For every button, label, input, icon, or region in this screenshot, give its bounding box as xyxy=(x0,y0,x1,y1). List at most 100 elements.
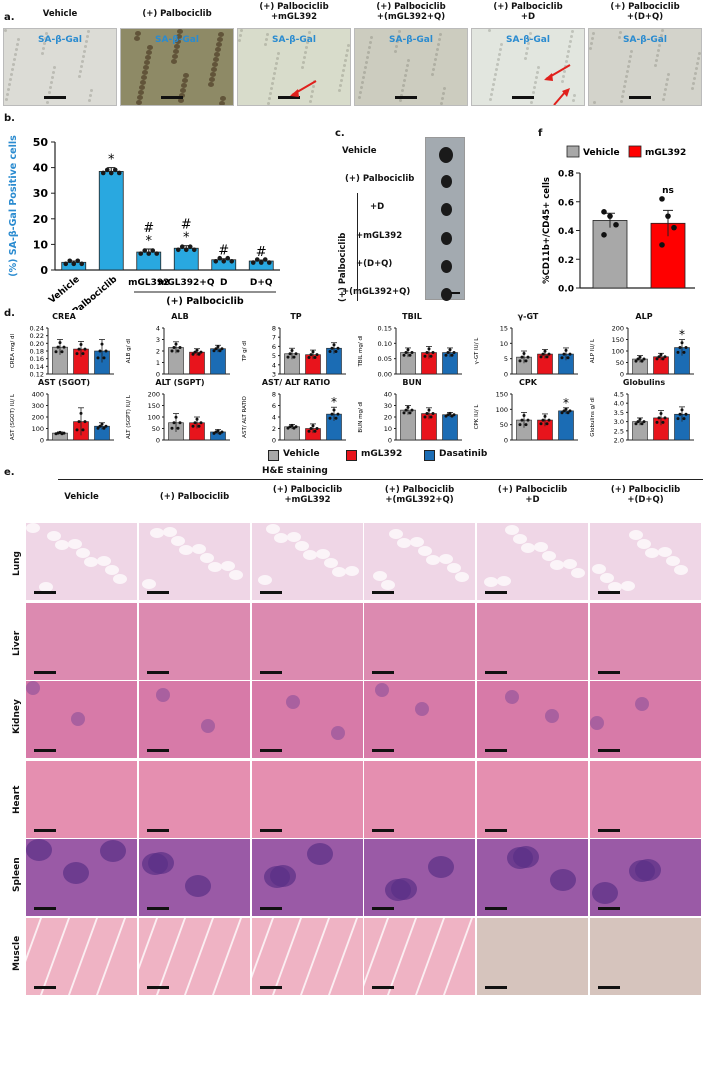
he-micrograph xyxy=(26,839,137,916)
micrograph-texture xyxy=(568,45,571,48)
scale-bar xyxy=(147,671,169,674)
x-tick-label: Vehicle xyxy=(47,275,81,306)
micrograph-texture xyxy=(398,30,401,33)
significance-mark: * xyxy=(679,328,685,342)
data-point xyxy=(266,260,272,265)
panel-d-legend: Vehicle mGL392 Dasatinib xyxy=(268,448,508,464)
mini-bar-chart-1: 0 1 2 3 4 ALB g/ dl xyxy=(126,325,230,379)
micrograph-texture xyxy=(341,74,344,77)
white-pulp-shape xyxy=(307,843,333,865)
alveolus-shape xyxy=(563,559,577,569)
micrograph-texture xyxy=(530,101,533,104)
micrograph-texture xyxy=(49,86,52,89)
micrograph-texture xyxy=(655,59,658,62)
group-label: (+) Palbociclib xyxy=(166,296,244,307)
data-point xyxy=(676,417,680,421)
micrograph-texture xyxy=(488,29,491,32)
white-pulp-shape xyxy=(507,847,533,869)
scale-bar xyxy=(34,986,56,989)
data-point xyxy=(178,421,182,425)
micrograph-texture xyxy=(239,34,242,37)
micrograph-texture xyxy=(663,93,666,96)
data-point xyxy=(408,411,412,415)
micrograph-texture xyxy=(84,45,87,48)
micrograph-texture xyxy=(573,94,576,97)
micrograph-texture xyxy=(6,93,9,96)
micrograph-texture xyxy=(277,52,280,55)
micrograph-texture xyxy=(211,67,217,72)
micrograph-texture xyxy=(620,100,623,103)
micrograph-texture xyxy=(89,94,92,97)
scale-bar xyxy=(147,749,169,752)
data-point xyxy=(258,260,264,265)
micrograph-texture xyxy=(267,102,270,105)
data-point xyxy=(292,355,296,359)
data-point xyxy=(566,356,570,360)
data-point xyxy=(448,411,452,415)
y-tick-label: 15 xyxy=(500,325,508,333)
y-tick-label: 0.22 xyxy=(30,332,44,340)
glomerulus-shape xyxy=(545,709,559,723)
micrograph-texture xyxy=(87,30,90,33)
scale-bar xyxy=(395,96,417,99)
chart-title-1: ALB xyxy=(171,312,189,321)
alveolus-shape xyxy=(84,557,98,567)
micrograph-texture xyxy=(340,79,343,82)
scale-bar xyxy=(147,986,169,989)
data-point xyxy=(659,242,665,248)
data-point xyxy=(197,352,201,356)
micrograph-texture xyxy=(361,81,364,84)
y-tick-label: 100 xyxy=(32,425,44,433)
alveolus-shape xyxy=(287,532,301,542)
alveolus-shape xyxy=(426,555,440,565)
fiber-gap xyxy=(327,918,359,995)
alveolus-shape xyxy=(608,582,622,592)
micrograph-texture xyxy=(397,35,400,38)
data-point xyxy=(216,429,220,433)
micrograph-texture xyxy=(366,56,369,59)
data-point xyxy=(680,341,684,345)
micrograph-texture xyxy=(619,31,622,34)
panel-c-letter: c. xyxy=(335,128,345,139)
data-point xyxy=(518,359,522,363)
data-point xyxy=(423,354,427,358)
panel-a-header-3: (+) Palbociclib +(mGL392+Q) xyxy=(376,2,446,22)
data-point xyxy=(682,350,686,354)
y-axis-label: AST/ ALT RATIO xyxy=(242,396,248,438)
y-tick-label: 20 xyxy=(384,414,392,422)
micrograph-texture xyxy=(275,62,278,65)
alveolus-shape xyxy=(381,580,395,590)
micrograph-texture xyxy=(219,101,225,105)
mini-bar-chart-8: 0 2 4 6 8 AST/ ALT RATIO * xyxy=(242,391,346,445)
y-tick-label: 50 xyxy=(500,421,508,429)
micrograph-texture xyxy=(210,72,216,77)
alveolus-shape xyxy=(332,567,346,577)
micrograph-texture xyxy=(79,70,82,73)
scale-bar xyxy=(260,829,282,832)
micrograph-texture xyxy=(273,72,276,75)
glomerulus-shape xyxy=(375,683,389,697)
alveolus-shape xyxy=(629,530,643,540)
micrograph-texture xyxy=(438,38,441,41)
micrograph-texture xyxy=(524,57,527,60)
micrograph-texture xyxy=(11,68,14,71)
alveolus-shape xyxy=(171,536,185,546)
red-arrow-icon xyxy=(290,80,317,97)
panel-a-header-1: (+) Palbociclib xyxy=(142,9,212,19)
he-micrograph xyxy=(590,839,701,916)
data-point xyxy=(199,421,203,425)
micrograph-texture xyxy=(695,67,698,70)
micrograph-texture xyxy=(565,60,568,63)
micrograph-texture xyxy=(5,98,8,101)
micrograph-texture xyxy=(694,72,697,75)
micrograph-texture xyxy=(180,88,186,93)
micrograph-texture xyxy=(264,43,267,46)
data-point xyxy=(104,349,108,353)
data-point xyxy=(96,426,100,430)
micrograph-texture xyxy=(41,52,44,55)
data-point xyxy=(678,346,682,350)
data-point xyxy=(330,346,334,350)
he-micrograph xyxy=(252,681,363,758)
micrograph-texture xyxy=(399,99,402,102)
micrograph-texture xyxy=(14,53,17,56)
